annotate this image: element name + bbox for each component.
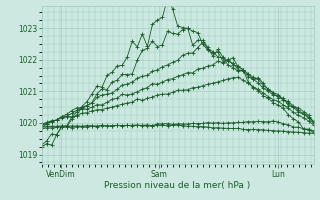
X-axis label: Pression niveau de la mer( hPa ): Pression niveau de la mer( hPa ) (104, 181, 251, 190)
